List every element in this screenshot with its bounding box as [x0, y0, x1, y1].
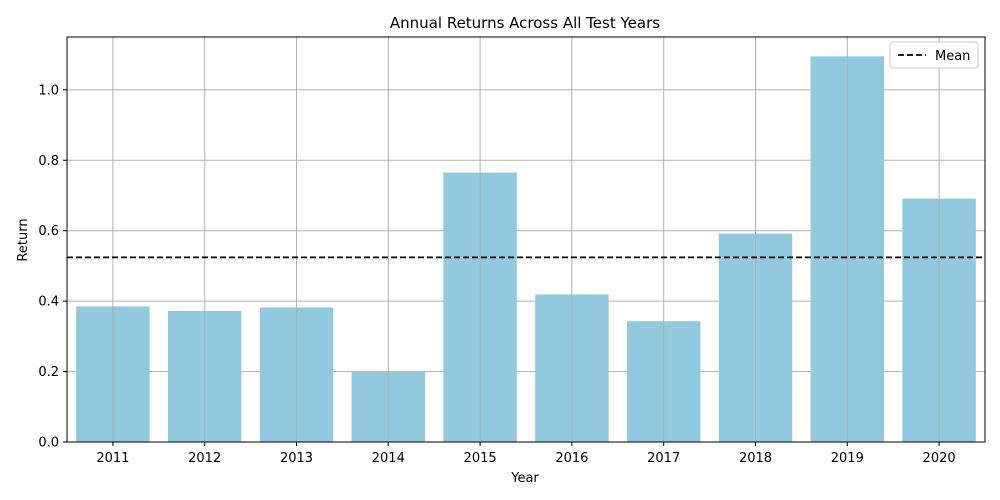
x-tick-label: 2019: [831, 451, 864, 466]
x-tick-label: 2013: [280, 451, 313, 466]
x-tick-label: 2018: [739, 451, 772, 466]
x-tick-label: 2011: [96, 451, 129, 466]
y-axis-title: Return: [16, 218, 31, 261]
x-axis-ticks: 2011 2012 2013 2014 2015 2016 2017 2018 2019 2020: [96, 442, 956, 466]
y-tick-label: 1.0: [38, 83, 59, 98]
x-tick-label: 2015: [464, 451, 497, 466]
legend-box: [889, 41, 979, 69]
x-tick-label: 2016: [555, 451, 588, 466]
y-tick-label: 0.4: [38, 295, 59, 310]
x-tick-label: 2012: [188, 451, 221, 466]
chart-title: Annual Returns Across All Test Years: [390, 14, 660, 32]
legend-mean-label: Mean: [935, 49, 970, 64]
x-tick-label: 2020: [923, 451, 956, 466]
y-tick-label: 0.2: [38, 365, 59, 380]
x-tick-label: 2017: [647, 451, 680, 466]
y-tick-label: 0.6: [38, 224, 59, 239]
legend: Mean: [889, 41, 979, 69]
x-axis-title: Year: [510, 471, 539, 486]
x-tick-label: 2014: [372, 451, 405, 466]
vertical-grid: [112, 37, 940, 442]
y-tick-label: 0.0: [38, 436, 59, 451]
y-axis-ticks: 0.0 0.2 0.4 0.6 0.8 1.0: [38, 83, 67, 451]
y-tick-label: 0.8: [38, 154, 59, 169]
plot-frame: [66, 36, 986, 443]
